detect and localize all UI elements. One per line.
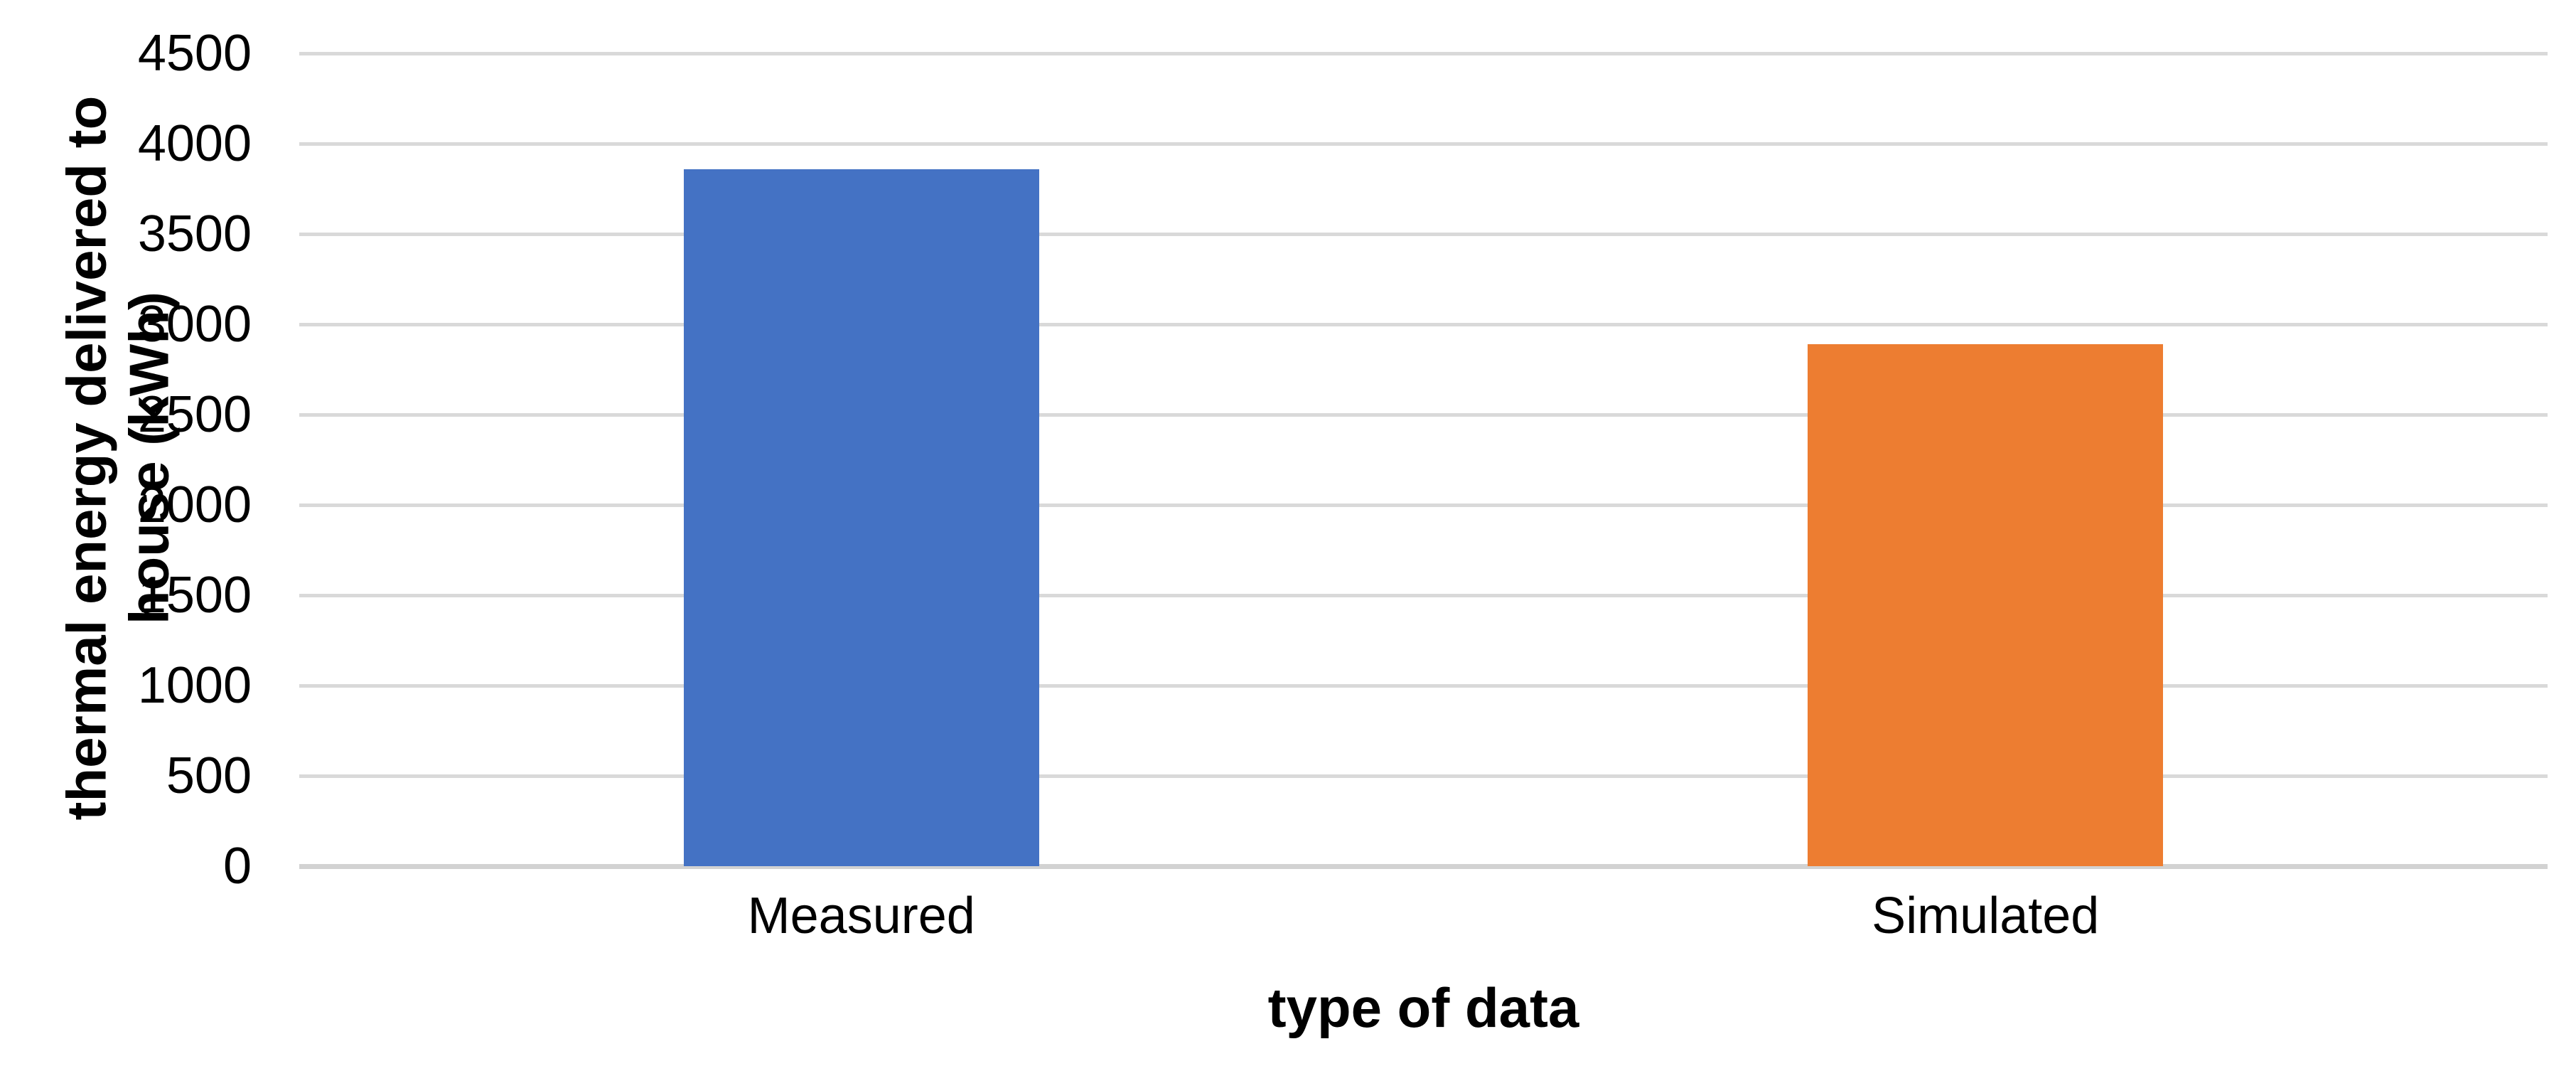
gridline — [299, 51, 2548, 55]
bar-measured — [683, 169, 1039, 866]
y-tick-label: 0 — [222, 838, 252, 895]
x-category-label: Measured — [747, 888, 975, 944]
y-tick-label: 1500 — [137, 567, 252, 624]
y-axis-title-line1: thermal energy delivered to — [55, 95, 118, 821]
y-tick-label: 2500 — [137, 386, 252, 443]
x-category-label: Simulated — [1872, 888, 2100, 944]
x-axis-title: type of data — [1267, 976, 1579, 1039]
y-tick-label: 500 — [166, 747, 252, 804]
gridline — [299, 232, 2548, 236]
gridline — [299, 142, 2548, 146]
y-tick-label: 1000 — [137, 657, 252, 714]
bar-simulated — [1808, 343, 2164, 866]
x-axis-line — [299, 864, 2548, 869]
y-tick-label: 4000 — [137, 115, 252, 172]
gridline — [299, 322, 2548, 326]
gridline — [299, 774, 2548, 778]
y-tick-label: 2000 — [137, 476, 252, 533]
y-tick-label: 3500 — [137, 206, 252, 262]
gridline — [299, 593, 2548, 597]
gridline — [299, 503, 2548, 507]
gridline — [299, 412, 2548, 417]
y-tick-label: 4500 — [137, 25, 252, 82]
plot-area — [299, 51, 2548, 869]
gridline — [299, 683, 2548, 688]
y-tick-label: 3000 — [137, 296, 252, 353]
y-axis-title: thermal energy delivered to house (kWh) — [55, 52, 180, 865]
y-axis-title-line2: house (kWh) — [117, 292, 181, 625]
